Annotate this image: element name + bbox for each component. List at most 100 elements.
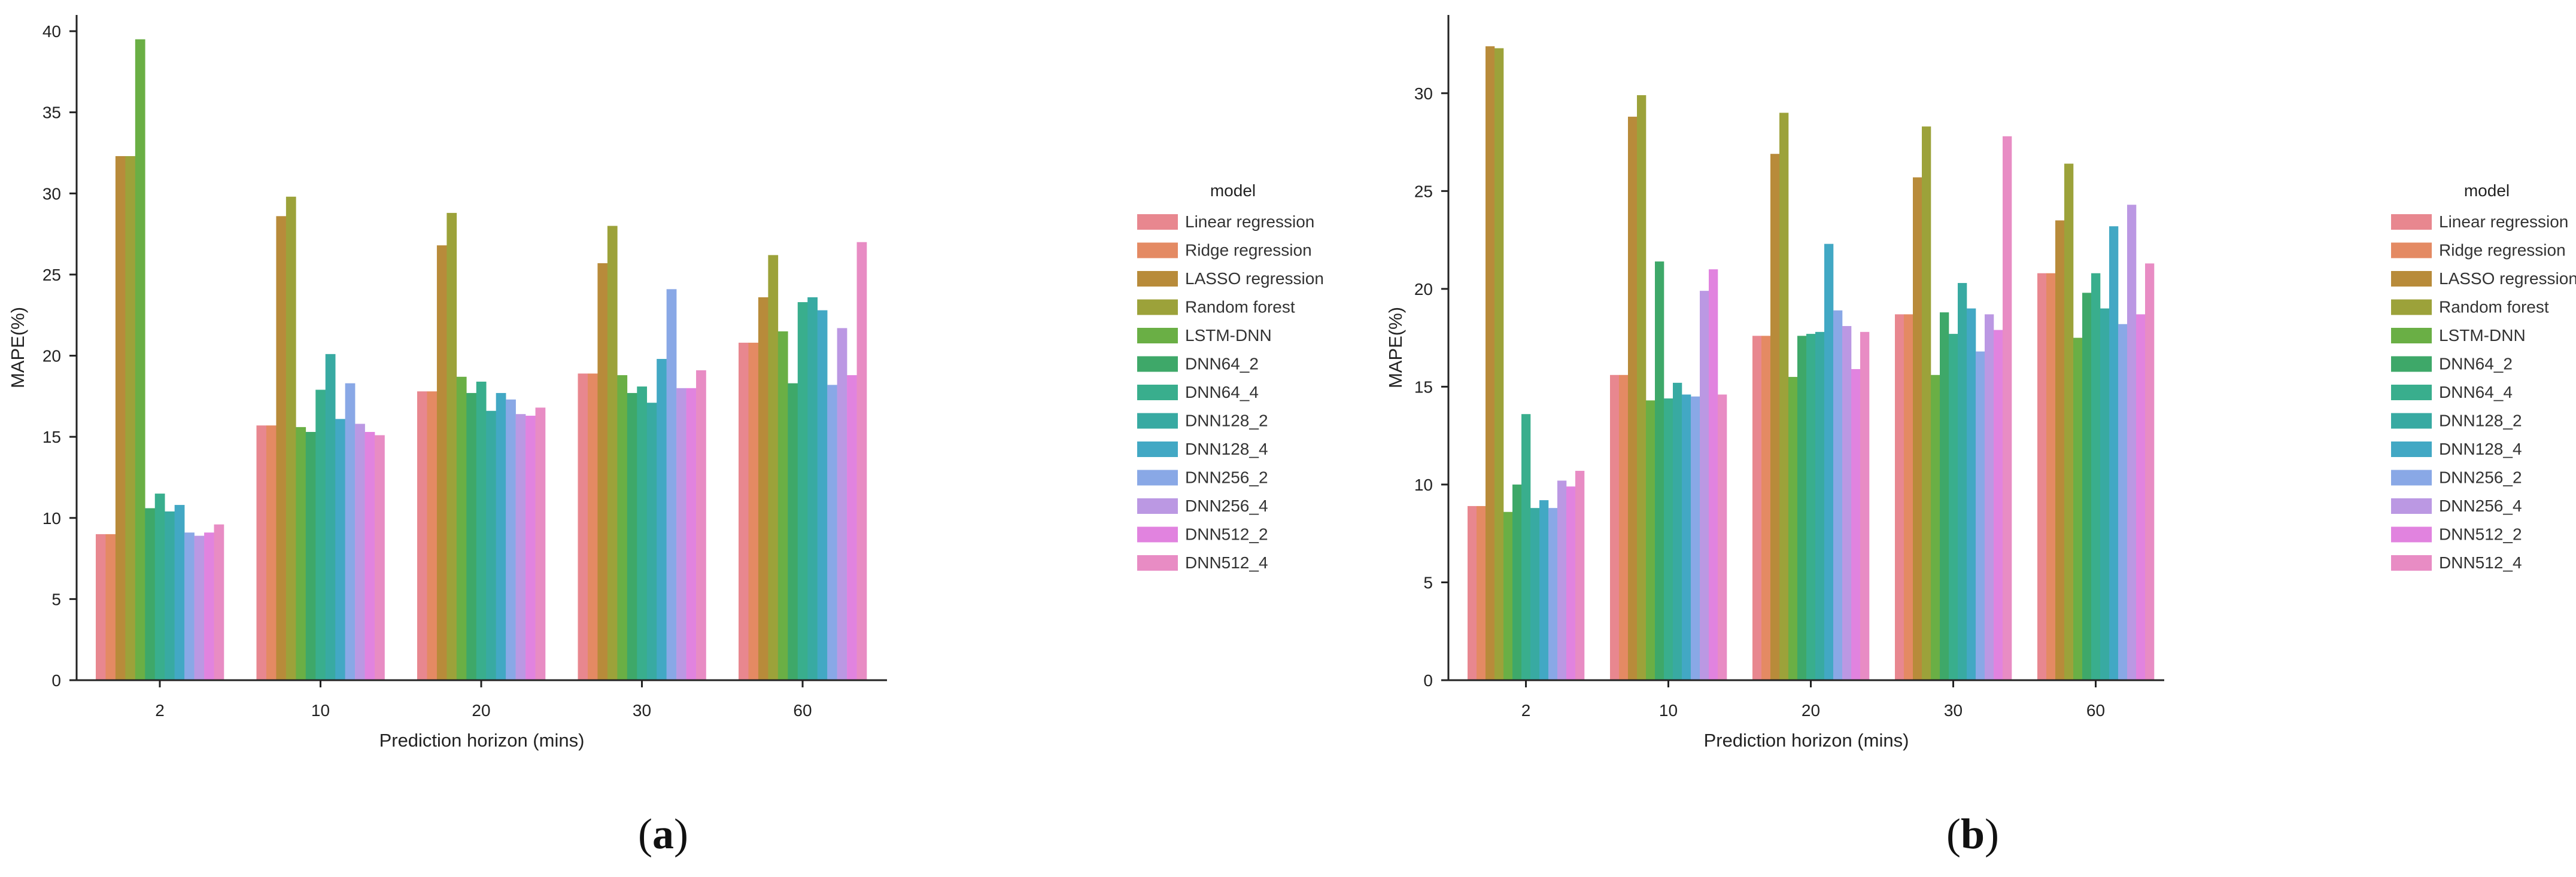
y-tick-label: 25: [42, 266, 61, 284]
bar: [797, 302, 808, 680]
y-tick-label: 25: [1414, 182, 1433, 200]
bar: [1682, 394, 1691, 680]
bar: [1895, 314, 1904, 680]
chart-panel-a: 2 10 20 30 60 0 5 10 15 20 25 30 35 40 Prediction hori…: [7, 15, 1324, 858]
legend-label: DNN64_4: [2439, 383, 2513, 401]
bar: [96, 534, 106, 680]
legend-label: Random forest: [2439, 298, 2549, 316]
bar: [1922, 126, 1931, 681]
panel-label: (b): [1946, 810, 1999, 858]
bar: [1673, 382, 1682, 680]
bar: [607, 226, 618, 681]
legend-label: DNN128_4: [1185, 440, 1268, 458]
legend-swatch: [1137, 498, 1178, 514]
bar: [135, 39, 145, 680]
legend-label: DNN128_4: [2439, 440, 2522, 458]
legend-label: LSTM-DNN: [1185, 326, 1272, 345]
legend-swatch: [1137, 242, 1178, 258]
legend-label: DNN64_2: [2439, 355, 2513, 373]
bar: [335, 419, 345, 680]
bar: [2091, 273, 2101, 681]
bar: [285, 196, 296, 680]
bar: [2037, 273, 2047, 681]
legend-label: Random forest: [1185, 298, 1295, 316]
bar: [535, 407, 546, 680]
bar: [1904, 314, 1913, 680]
legend-label: DNN256_2: [1185, 468, 1268, 487]
legend-swatch: [2391, 271, 2432, 287]
bar: [184, 532, 195, 680]
legend-swatch: [1137, 413, 1178, 429]
legend-swatch: [2391, 385, 2432, 400]
bar: [276, 216, 287, 680]
bar: [436, 245, 447, 680]
bar: [1494, 48, 1504, 681]
y-tick-label: 40: [42, 22, 61, 41]
bar: [1539, 500, 1549, 680]
bar: [666, 289, 677, 680]
bar: [154, 494, 165, 680]
bar: [2055, 220, 2065, 680]
legend-label: LASSO regression: [1185, 269, 1324, 288]
bar: [827, 385, 837, 680]
bar: [1949, 334, 1958, 680]
y-tick-label: 10: [1414, 476, 1433, 494]
bar: [1575, 471, 1585, 680]
legend-swatch: [2391, 356, 2432, 372]
bar: [807, 297, 818, 680]
legend-label: DNN64_2: [1185, 355, 1259, 373]
legend-swatch: [1137, 328, 1178, 343]
bar: [2046, 273, 2056, 681]
bar: [1824, 243, 1834, 680]
legend-swatch: [1137, 356, 1178, 372]
bar: [1752, 336, 1762, 680]
legend-swatch: [2391, 441, 2432, 457]
bar: [2145, 263, 2155, 680]
legend: model Linear regression Ridge regression LA…: [2391, 181, 2576, 572]
bar: [105, 534, 116, 680]
y-tick-label: 20: [42, 347, 61, 366]
legend-label: LASSO regression: [2439, 269, 2576, 288]
legend-swatch: [1137, 526, 1178, 543]
legend-swatch: [2391, 526, 2432, 543]
legend-title: model: [2464, 181, 2510, 200]
bar: [375, 435, 385, 680]
bar: [1486, 46, 1495, 681]
legend-label: DNN256_4: [1185, 497, 1268, 515]
bar: [1967, 308, 1976, 680]
y-axis-title: MAPE(%): [1385, 307, 1406, 388]
legend-swatch: [2391, 242, 2432, 258]
bar: [364, 432, 375, 680]
panel-label-open: (: [1946, 810, 1961, 858]
bar: [1976, 351, 1985, 680]
legend-swatch: [2391, 299, 2432, 315]
bar: [1655, 261, 1664, 681]
bar: [355, 424, 365, 680]
y-tick-label: 30: [1414, 84, 1433, 103]
y-tick-label: 0: [1423, 671, 1433, 690]
bar: [1985, 314, 1994, 680]
bar: [777, 331, 788, 680]
bar: [2136, 314, 2146, 680]
bar: [696, 370, 706, 680]
legend-swatch: [1137, 441, 1178, 457]
legend-swatch: [2391, 498, 2432, 514]
bar: [165, 511, 175, 680]
bar: [1468, 506, 1477, 680]
legend-label: DNN256_2: [2439, 468, 2522, 487]
bar: [115, 156, 126, 681]
legend-swatch: [1137, 555, 1178, 571]
bar: [847, 375, 857, 680]
bar: [2082, 293, 2092, 680]
legend-label: LSTM-DNN: [2439, 326, 2526, 345]
y-tick-label: 5: [1423, 573, 1433, 592]
bar: [214, 524, 224, 680]
legend-swatch: [2391, 413, 2432, 429]
x-tick-label: 20: [472, 701, 490, 720]
panel-label-close: ): [674, 810, 688, 858]
chart-panel-b: 2 10 20 30 60 0 5 10 15 20 25 30 Prediction horizon …: [1385, 15, 2576, 858]
y-axis-title: MAPE(%): [7, 307, 28, 388]
bar: [1770, 154, 1780, 681]
y-tick-label: 20: [1414, 280, 1433, 299]
